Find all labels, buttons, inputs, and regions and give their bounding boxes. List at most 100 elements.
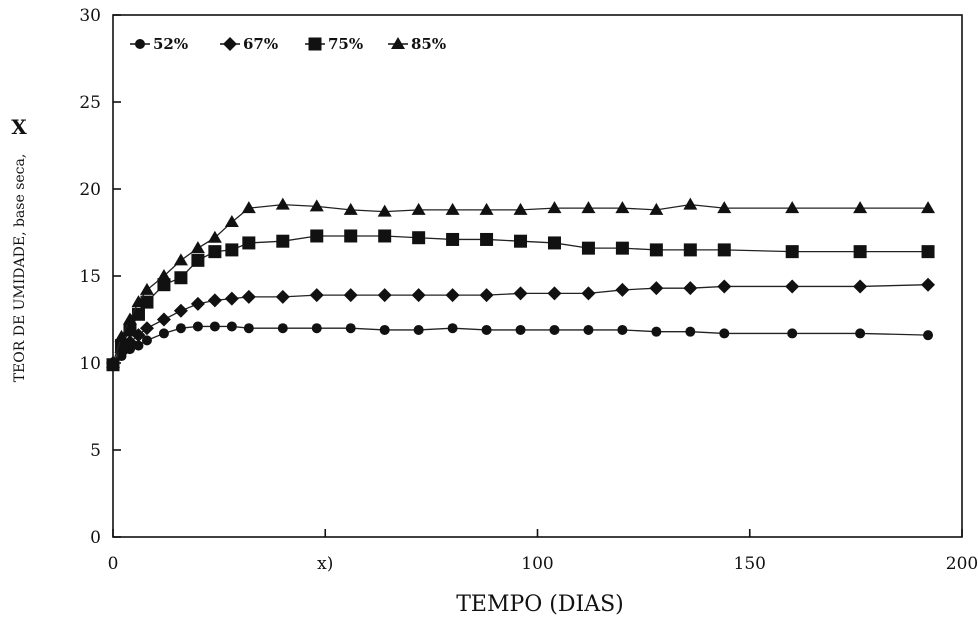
data-point bbox=[615, 282, 630, 297]
data-point bbox=[515, 324, 526, 335]
series-square bbox=[106, 229, 935, 372]
data-point bbox=[226, 321, 237, 332]
data-point bbox=[139, 321, 154, 336]
data-point bbox=[513, 202, 528, 215]
y-axis-symbol: X bbox=[11, 115, 27, 139]
series-triangle bbox=[106, 197, 936, 368]
data-point bbox=[309, 288, 324, 303]
data-point bbox=[345, 323, 356, 334]
data-point bbox=[921, 277, 936, 292]
x-tick-label: 200 bbox=[946, 554, 978, 574]
data-point bbox=[683, 243, 697, 257]
data-point bbox=[853, 201, 868, 214]
x-tick-label: 100 bbox=[521, 554, 553, 574]
x-tick-label: 150 bbox=[734, 554, 766, 574]
data-point bbox=[377, 288, 392, 303]
data-point bbox=[156, 312, 171, 327]
data-point bbox=[513, 286, 528, 301]
data-point bbox=[446, 232, 460, 246]
data-point bbox=[190, 296, 205, 311]
data-point bbox=[413, 324, 424, 335]
y-tick-label: 25 bbox=[79, 93, 101, 113]
data-point bbox=[717, 279, 732, 294]
data-point bbox=[785, 245, 799, 259]
y-axis-title: TEOR DE UMIDADE, base seca, bbox=[12, 154, 28, 383]
data-point bbox=[549, 324, 560, 335]
data-point bbox=[785, 279, 800, 294]
data-point bbox=[275, 289, 290, 304]
data-point bbox=[139, 282, 154, 295]
data-point bbox=[787, 328, 798, 339]
data-point bbox=[141, 335, 152, 346]
data-point bbox=[685, 326, 696, 337]
data-point bbox=[207, 293, 222, 308]
series-line bbox=[112, 204, 929, 364]
data-point bbox=[379, 324, 390, 335]
series-line bbox=[112, 325, 929, 364]
data-point bbox=[209, 321, 220, 332]
y-tick-label: 20 bbox=[79, 180, 101, 200]
data-point bbox=[343, 288, 358, 303]
legend-marker bbox=[135, 39, 145, 49]
data-point bbox=[191, 253, 205, 267]
y-tick-label: 30 bbox=[79, 6, 101, 26]
data-point bbox=[921, 245, 935, 259]
data-point bbox=[344, 229, 358, 243]
data-point bbox=[309, 199, 324, 212]
data-point bbox=[173, 253, 188, 266]
data-point bbox=[378, 229, 392, 243]
data-point bbox=[192, 321, 203, 332]
data-point bbox=[479, 202, 494, 215]
data-point bbox=[174, 271, 188, 285]
data-point bbox=[480, 232, 494, 246]
legend-marker bbox=[391, 37, 405, 49]
data-point bbox=[310, 229, 324, 243]
data-point bbox=[411, 202, 426, 215]
legend-marker bbox=[308, 37, 322, 51]
series-circle bbox=[108, 321, 934, 368]
data-point bbox=[683, 281, 698, 296]
data-point bbox=[547, 286, 562, 301]
plot-frame bbox=[112, 14, 963, 538]
data-point bbox=[719, 328, 730, 339]
legend-label: 52% bbox=[153, 35, 188, 53]
data-point bbox=[445, 288, 460, 303]
data-point bbox=[651, 326, 662, 337]
data-point bbox=[479, 288, 494, 303]
data-point bbox=[615, 241, 629, 255]
data-point bbox=[277, 323, 288, 334]
data-point bbox=[923, 330, 934, 341]
data-point bbox=[649, 243, 663, 257]
data-point bbox=[343, 202, 358, 215]
series-line bbox=[112, 235, 929, 366]
data-point bbox=[311, 323, 322, 334]
data-point bbox=[175, 323, 186, 334]
y-tick-label: 15 bbox=[79, 267, 101, 287]
x-axis-title: TEMPO (DIAS) bbox=[456, 592, 624, 617]
data-point bbox=[173, 303, 188, 318]
data-point bbox=[131, 307, 145, 321]
data-point bbox=[190, 241, 205, 254]
data-point bbox=[547, 201, 562, 214]
data-point bbox=[106, 356, 120, 368]
x-tick-label: x) bbox=[317, 554, 333, 574]
data-point bbox=[717, 243, 731, 257]
data-point bbox=[411, 288, 426, 303]
data-point bbox=[224, 291, 239, 306]
data-point bbox=[131, 295, 146, 308]
data-point bbox=[853, 245, 867, 259]
data-point bbox=[649, 202, 664, 215]
data-point bbox=[547, 236, 561, 250]
data-point bbox=[785, 201, 800, 214]
data-point bbox=[122, 312, 137, 325]
data-point bbox=[649, 281, 664, 296]
legend-label: 67% bbox=[243, 35, 278, 53]
data-point bbox=[581, 201, 596, 214]
data-point bbox=[445, 202, 460, 215]
data-point bbox=[157, 278, 171, 292]
data-point bbox=[855, 328, 866, 339]
data-point bbox=[615, 201, 630, 214]
data-point bbox=[225, 243, 239, 257]
data-point bbox=[275, 197, 290, 210]
